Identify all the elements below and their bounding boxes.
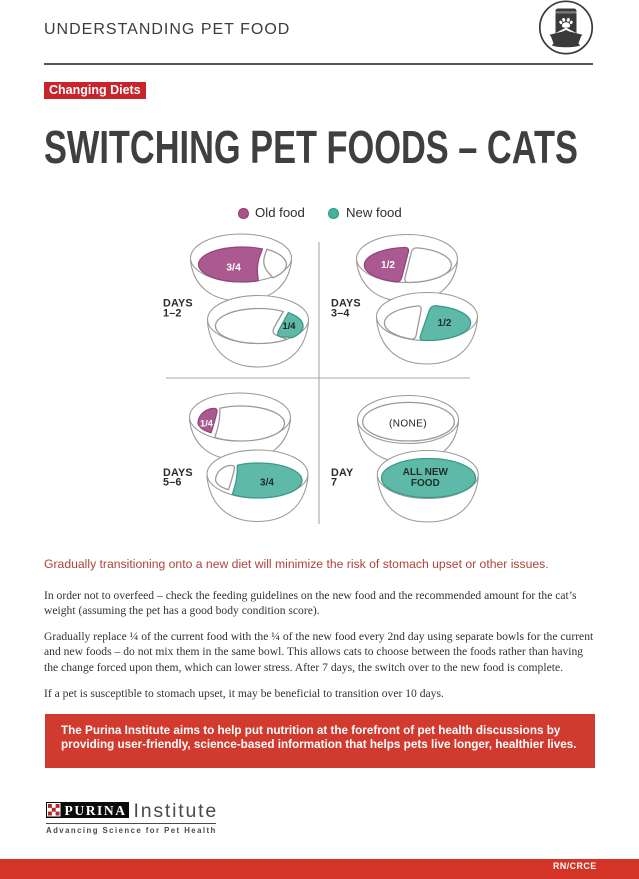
svg-text:DAYS: DAYS [163, 467, 193, 479]
svg-text:DAYS: DAYS [163, 298, 193, 310]
svg-text:7: 7 [331, 477, 337, 489]
svg-text:5–6: 5–6 [163, 477, 182, 489]
svg-text:FOOD: FOOD [411, 478, 440, 489]
svg-text:1/4: 1/4 [200, 419, 214, 429]
svg-text:3/4: 3/4 [226, 262, 241, 274]
svg-text:1/2: 1/2 [381, 260, 395, 271]
svg-text:1–2: 1–2 [163, 307, 182, 319]
svg-text:ALL NEW: ALL NEW [403, 467, 449, 478]
svg-text:1/4: 1/4 [283, 321, 297, 331]
svg-text:1/2: 1/2 [438, 318, 452, 329]
svg-text:DAYS: DAYS [331, 298, 361, 310]
svg-text:3–4: 3–4 [331, 307, 350, 319]
svg-text:3/4: 3/4 [260, 478, 274, 489]
svg-text:(NONE): (NONE) [389, 419, 427, 430]
svg-text:DAY: DAY [331, 467, 354, 479]
